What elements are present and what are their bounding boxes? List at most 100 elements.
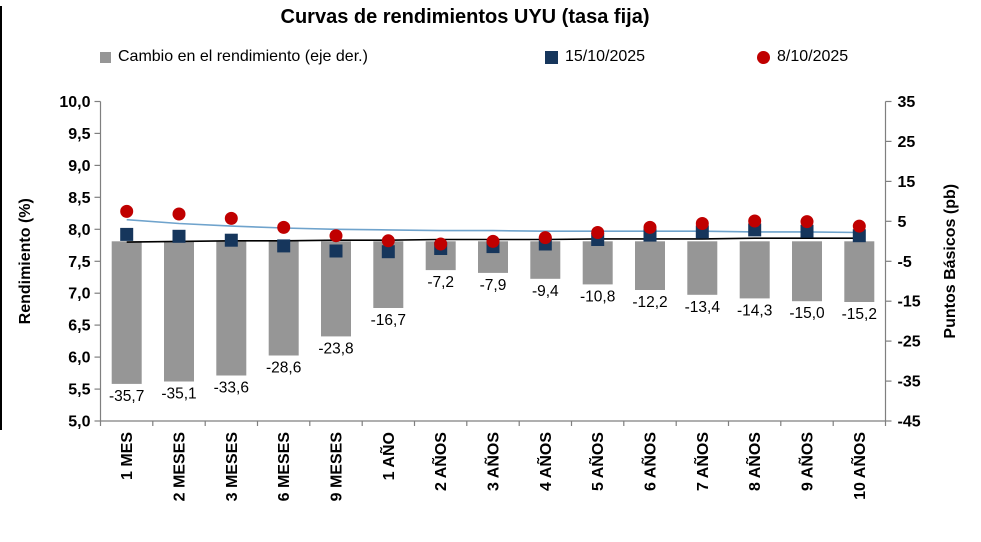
left-tick-label: 5,0 bbox=[68, 414, 90, 431]
left-axis-tick-labels: 10,0 9,5 9,0 8,5 8,0 7,5 7,0 6,5 6,0 5,5 5,0 bbox=[59, 94, 90, 431]
right-tick-label: -45 bbox=[898, 414, 921, 431]
right-axis-tick-labels: 35 25 15 5 -5 -15 -25 -35 -45 bbox=[898, 94, 921, 431]
category-label: 4 AÑOS bbox=[535, 432, 555, 491]
circle-marker bbox=[277, 220, 291, 234]
right-tick-label: 25 bbox=[898, 134, 916, 151]
category-label: 2 AÑOS bbox=[430, 432, 450, 491]
square-marker bbox=[120, 227, 134, 241]
circle-marker bbox=[800, 215, 814, 229]
square-marker bbox=[800, 224, 814, 238]
category-label: 7 AÑOS bbox=[692, 432, 712, 491]
category-label: 3 AÑOS bbox=[483, 432, 503, 491]
left-edge-border bbox=[0, 6, 2, 430]
bar-value-label: -7,2 bbox=[427, 274, 454, 291]
bar-value-label: -15,0 bbox=[789, 305, 825, 322]
bar-value-label: -12,2 bbox=[632, 294, 667, 311]
bar bbox=[635, 241, 665, 290]
circle-marker bbox=[434, 237, 448, 251]
left-tick-label: 10,0 bbox=[59, 94, 90, 111]
curve-8-10-2025 bbox=[126, 218, 860, 234]
circle-marker bbox=[643, 220, 657, 234]
circle-marker bbox=[172, 207, 186, 221]
square-marker bbox=[277, 239, 291, 253]
category-label: 5 AÑOS bbox=[587, 432, 607, 491]
bar bbox=[844, 241, 875, 302]
circle-marker bbox=[120, 204, 134, 218]
right-tick-label: -5 bbox=[898, 254, 912, 271]
legend-label-change: Cambio en el rendimiento (eje der.) bbox=[118, 48, 368, 65]
circle-marker bbox=[329, 229, 343, 243]
bar-value-label: -35,1 bbox=[161, 386, 196, 403]
category-label: 8 AÑOS bbox=[744, 432, 764, 491]
square-marker bbox=[852, 229, 866, 243]
category-labels-group: 1 MES 2 MESES 3 MESES 6 MESES 9 MESES 1 AÑO 2 … bbox=[119, 432, 869, 502]
bar bbox=[216, 241, 247, 376]
left-tick-label: 6,5 bbox=[68, 318, 90, 335]
right-axis-title: Puntos Básicos (pb) bbox=[942, 184, 959, 339]
bar-value-label: -33,6 bbox=[214, 380, 249, 397]
chart-legend: Cambio en el rendimiento (eje der.) 15/1… bbox=[0, 46, 981, 70]
bar-value-label: -14,3 bbox=[737, 302, 772, 319]
circle-marker bbox=[538, 231, 552, 245]
bar-value-label: -9,4 bbox=[532, 283, 559, 300]
category-label: 6 AÑOS bbox=[640, 432, 660, 491]
square-marker bbox=[329, 244, 343, 258]
bar bbox=[582, 241, 613, 285]
left-tick-label: 7,5 bbox=[68, 254, 90, 271]
left-tick-label: 5,5 bbox=[68, 382, 90, 399]
category-label: 3 MESES bbox=[224, 432, 241, 502]
square-marker bbox=[224, 233, 238, 247]
bars-group bbox=[111, 241, 875, 384]
bar bbox=[687, 241, 718, 295]
square-marker bbox=[172, 229, 186, 243]
right-tick-label: -35 bbox=[898, 374, 921, 391]
left-axis-title: Rendimiento (%) bbox=[17, 198, 34, 324]
legend-label-8-10-2025: 8/10/2025 bbox=[777, 48, 849, 65]
legend-item-change: Cambio en el rendimiento (eje der.) bbox=[100, 46, 368, 68]
category-label: 1 AÑO bbox=[378, 432, 398, 480]
right-tick-label: 15 bbox=[898, 174, 916, 191]
category-label: 6 MESES bbox=[276, 432, 293, 502]
category-label: 1 MES bbox=[119, 432, 136, 480]
right-tick-label: -15 bbox=[898, 294, 921, 311]
circles-8-10-2025-group bbox=[120, 204, 866, 251]
legend-item-8-10-2025: 8/10/2025 bbox=[757, 46, 848, 68]
legend-square-marker-icon bbox=[545, 50, 558, 64]
bar bbox=[268, 241, 299, 356]
left-tick-label: 7,0 bbox=[68, 286, 90, 303]
bar-value-label: -28,6 bbox=[266, 360, 301, 377]
legend-bar-swatch-icon bbox=[100, 51, 111, 63]
chart-title: Curvas de rendimientos UYU (tasa fija) bbox=[280, 6, 650, 28]
category-label: 9 MESES bbox=[329, 432, 346, 502]
bar bbox=[739, 241, 770, 299]
right-tick-label: 35 bbox=[898, 94, 916, 111]
axes-group bbox=[94, 100, 892, 426]
left-tick-label: 6,0 bbox=[68, 350, 90, 367]
legend-circle-marker-icon bbox=[757, 50, 770, 64]
bar-value-label: -10,8 bbox=[580, 288, 615, 305]
bar-value-label: -7,9 bbox=[480, 277, 507, 294]
bar-value-label: -23,8 bbox=[318, 340, 353, 357]
legend-item-15-10-2025: 15/10/2025 bbox=[545, 46, 645, 68]
square-marker bbox=[748, 223, 762, 237]
category-label: 9 AÑOS bbox=[797, 432, 817, 491]
category-label: 2 MESES bbox=[172, 432, 189, 502]
left-tick-label: 8,5 bbox=[68, 190, 90, 207]
circle-marker bbox=[695, 217, 709, 230]
bar bbox=[792, 241, 822, 302]
circle-marker bbox=[224, 211, 238, 225]
right-tick-label: 5 bbox=[898, 214, 907, 231]
circle-marker bbox=[748, 214, 762, 228]
bar-labels-group: -35,7 -35,1 -33,6 -28,6 -23,8 -16,7 -7,2 -7,9 -9… bbox=[109, 274, 877, 405]
bar-value-label: -13,4 bbox=[685, 299, 721, 316]
bar-value-label: -15,2 bbox=[842, 306, 877, 323]
square-marker bbox=[381, 245, 395, 259]
bar-value-label: -16,7 bbox=[371, 312, 406, 329]
circle-marker bbox=[381, 234, 395, 248]
circle-marker bbox=[486, 234, 500, 248]
bar bbox=[164, 241, 194, 382]
right-tick-label: -25 bbox=[898, 334, 921, 351]
bar bbox=[111, 241, 142, 384]
